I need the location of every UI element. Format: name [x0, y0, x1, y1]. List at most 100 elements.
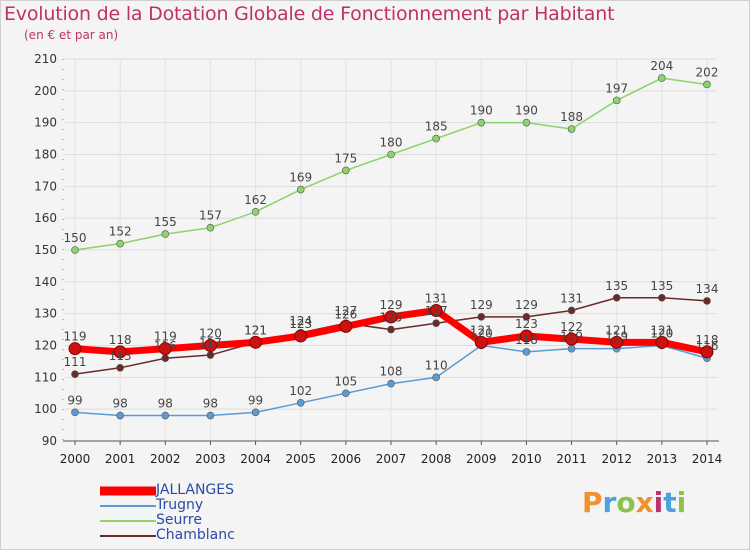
data-label: 119: [64, 330, 87, 344]
data-label: 135: [650, 279, 673, 293]
data-label: 120: [470, 327, 493, 341]
data-point: [522, 313, 531, 321]
data-label: 202: [696, 65, 719, 79]
data-point: [206, 411, 215, 420]
y-tick-label: 150: [34, 243, 57, 257]
data-point: [477, 313, 486, 321]
data-label: 125: [380, 311, 403, 325]
brand-letter: i: [653, 486, 664, 519]
x-tick-label: 2009: [466, 452, 497, 466]
data-point: [387, 150, 395, 159]
data-label: 119: [154, 330, 177, 344]
data-point: [342, 166, 350, 175]
y-tick-label: 180: [34, 148, 57, 162]
data-point: [251, 408, 260, 417]
data-point: [387, 379, 395, 388]
data-label: 98: [158, 397, 173, 411]
y-tick-label: 200: [34, 84, 57, 98]
data-point: [206, 351, 215, 359]
data-point: [296, 185, 305, 194]
data-point: [432, 134, 440, 143]
x-tick-label: 2003: [195, 452, 226, 466]
legend-swatch: [100, 513, 156, 528]
data-label: 121: [244, 323, 267, 337]
data-label: 108: [380, 365, 403, 379]
data-point: [116, 239, 124, 248]
data-label: 162: [244, 193, 267, 207]
chart-subtitle: (en € et par an): [24, 28, 119, 42]
data-point: [658, 74, 666, 82]
data-label: 150: [64, 231, 87, 245]
data-point: [703, 80, 711, 89]
data-point: [251, 208, 260, 216]
data-point: [567, 125, 576, 133]
y-tick-label: 210: [34, 52, 57, 66]
data-label: 118: [515, 333, 538, 347]
brand-letter: i: [676, 486, 687, 519]
brand-logo: Proxiti: [582, 486, 686, 519]
y-tick-label: 160: [34, 211, 57, 225]
chart-title: Evolution de la Dotation Globale de Fonc…: [4, 3, 615, 25]
data-label: 117: [199, 336, 222, 350]
data-point: [339, 319, 353, 333]
data-point: [703, 297, 711, 305]
data-point: [116, 411, 124, 420]
data-label: 98: [203, 397, 218, 411]
x-tick-label: 2011: [556, 452, 587, 466]
data-label: 123: [289, 317, 312, 331]
data-label: 157: [199, 209, 222, 223]
data-point: [116, 363, 124, 372]
data-label: 122: [560, 320, 583, 334]
data-label: 105: [334, 374, 357, 388]
data-label: 98: [113, 397, 128, 411]
data-point: [700, 345, 714, 359]
data-label: 127: [425, 304, 448, 318]
data-point: [68, 342, 82, 356]
data-label: 129: [380, 298, 403, 312]
x-tick-label: 2010: [511, 452, 542, 466]
data-label: 204: [650, 59, 673, 73]
data-point: [294, 329, 308, 343]
data-label: 126: [334, 307, 357, 321]
data-label: 190: [470, 104, 493, 118]
x-tick-label: 2000: [60, 452, 91, 466]
data-label: 121: [650, 323, 673, 337]
brand-letter: o: [616, 486, 636, 519]
y-tick-label: 90: [42, 434, 57, 448]
legend-label: Seurre: [156, 512, 202, 528]
data-label: 129: [470, 298, 493, 312]
data-label: 131: [425, 291, 448, 305]
data-point: [474, 335, 488, 349]
y-tick-label: 170: [34, 179, 57, 193]
data-point: [429, 303, 443, 317]
data-label: 188: [560, 110, 583, 124]
y-tick-label: 110: [34, 370, 57, 384]
brand-letter: r: [602, 486, 617, 519]
brand-letter: x: [635, 486, 654, 519]
legend-swatch-line: [100, 519, 156, 522]
legend-label: JALLANGES: [156, 482, 235, 498]
data-label: 175: [334, 151, 357, 165]
data-point: [203, 339, 217, 352]
data-point: [612, 293, 621, 302]
data-point: [522, 118, 531, 127]
data-label: 120: [650, 327, 673, 341]
data-point: [161, 411, 170, 420]
data-label: 119: [560, 330, 583, 344]
data-label: 102: [289, 384, 312, 398]
data-point: [612, 96, 621, 105]
data-point: [522, 348, 531, 356]
x-tick-label: 2008: [421, 452, 452, 466]
data-point: [113, 345, 127, 359]
data-point: [158, 342, 172, 356]
x-tick-label: 2006: [331, 452, 362, 466]
data-point: [610, 335, 624, 349]
legend-swatch: [100, 528, 156, 543]
data-label: 129: [515, 298, 538, 312]
data-label: 169: [289, 171, 312, 185]
data-point: [477, 118, 486, 127]
y-tick-label: 130: [34, 307, 57, 321]
data-label: 99: [248, 393, 263, 407]
data-label: 131: [560, 291, 583, 305]
